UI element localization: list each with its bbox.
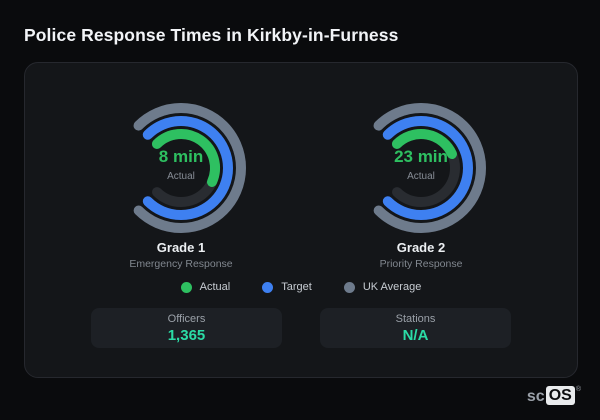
stat-label: Officers bbox=[167, 312, 206, 325]
stats-row: Officers 1,365 Stations N/A bbox=[25, 308, 577, 348]
scos-logo: sc OS ® bbox=[527, 386, 581, 405]
gauge-subtitle: Priority Response bbox=[379, 258, 463, 270]
legend-dot-actual bbox=[180, 281, 192, 293]
page-title: Police Response Times in Kirkby-in-Furne… bbox=[24, 25, 399, 45]
gauge-subtitle: Emergency Response bbox=[129, 258, 233, 270]
legend-label: Target bbox=[281, 281, 312, 293]
gauge-title: Grade 2 bbox=[396, 240, 446, 255]
registered-trademark-icon: ® bbox=[575, 386, 581, 393]
stat-box-officers: Officers 1,365 bbox=[91, 308, 282, 348]
scos-logo-suffix: OS bbox=[545, 386, 575, 405]
gauge-title: Grade 1 bbox=[156, 240, 206, 255]
gauge-grade-2: 23 min Actual Grade 2 Priority Response bbox=[346, 93, 496, 270]
gauge-row: 8 min Actual Grade 1 Emergency Response … bbox=[25, 93, 577, 270]
legend-dot-uk-average bbox=[343, 281, 355, 293]
legend-item-uk-average: UK Average bbox=[343, 281, 422, 293]
response-times-card: 8 min Actual Grade 1 Emergency Response … bbox=[24, 62, 578, 378]
legend-label: Actual bbox=[199, 281, 231, 293]
stat-box-stations: Stations N/A bbox=[320, 308, 511, 348]
gauge-rings-chart bbox=[133, 103, 246, 233]
legend: Actual Target UK Average bbox=[25, 281, 577, 293]
legend-item-actual: Actual bbox=[180, 281, 231, 293]
stat-label: Stations bbox=[395, 312, 436, 325]
legend-item-target: Target bbox=[262, 281, 312, 293]
stat-value: 1,365 bbox=[167, 326, 206, 344]
legend-label: UK Average bbox=[362, 281, 422, 293]
stat-value: N/A bbox=[402, 326, 429, 344]
gauge-rings-chart bbox=[373, 103, 486, 233]
legend-dot-target bbox=[262, 281, 274, 293]
gauge-grade-1: 8 min Actual Grade 1 Emergency Response bbox=[106, 93, 256, 270]
scos-logo-prefix: sc bbox=[526, 388, 545, 405]
